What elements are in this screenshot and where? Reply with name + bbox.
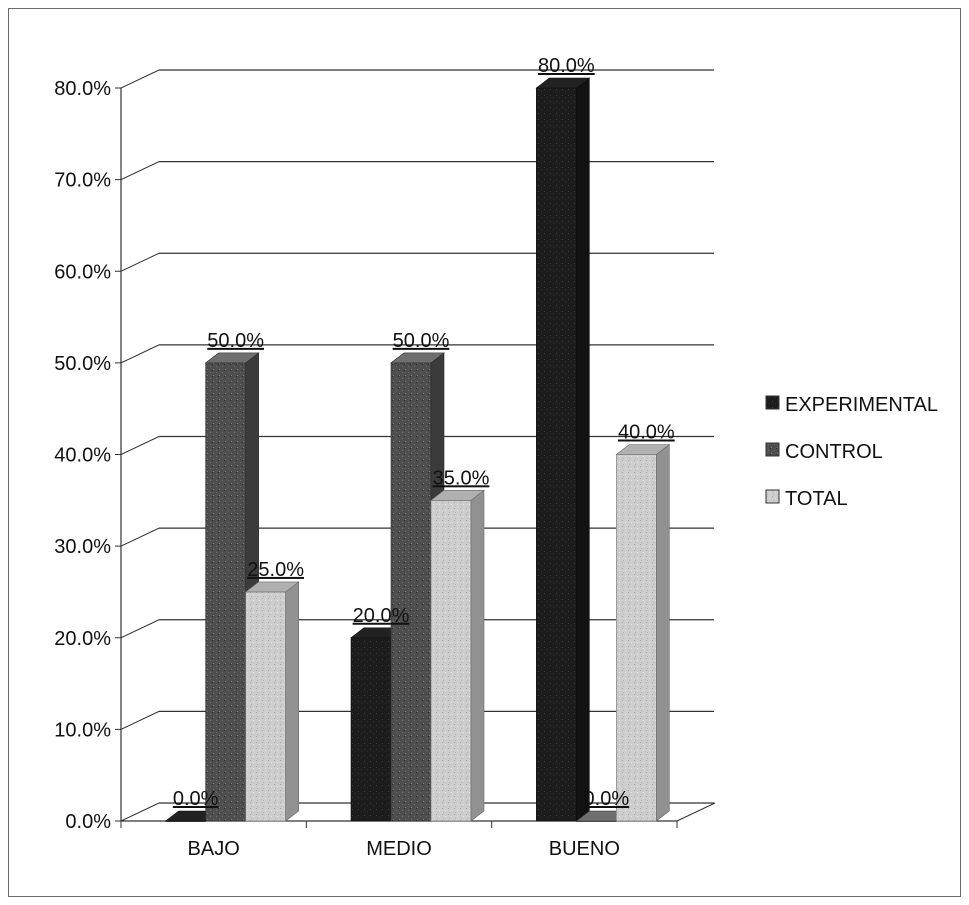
legend-label: EXPERIMENTAL — [785, 394, 938, 416]
legend-label: TOTAL — [785, 488, 848, 510]
bar-top — [535, 77, 591, 89]
gridline-depth — [120, 344, 160, 364]
gridline-depth — [120, 802, 160, 822]
gridline-depth — [120, 436, 160, 455]
bar-side — [470, 489, 485, 822]
data-label: 0.0% — [173, 788, 219, 810]
legend-swatch — [765, 395, 780, 410]
data-labels: 0.0% 50.0% 25.0% 20.0% 50.0% 35.0% 80.0% 0.0% 40… — [173, 55, 675, 810]
bar-front — [536, 87, 577, 822]
gridline-depth — [120, 527, 160, 547]
bar-top — [430, 490, 485, 501]
y-tick-label: 50.0% — [54, 353, 111, 375]
y-tick-label: 30.0% — [54, 536, 111, 558]
bar-side — [576, 77, 590, 822]
data-label: 0.0% — [584, 788, 630, 810]
chart-frame: 0.0% 10.0% 20.0% 30.0% 40.0% 50.0% 60.0% 70.0% 8… — [8, 8, 961, 897]
bar-side — [285, 581, 299, 822]
bars — [164, 77, 671, 822]
data-label: 40.0% — [618, 422, 675, 444]
y-tick-label: 40.0% — [54, 445, 111, 467]
bar-front — [350, 637, 392, 822]
bar-total-bueno — [615, 443, 671, 822]
bar-front — [390, 362, 432, 822]
legend-swatch — [765, 442, 780, 457]
bar-front — [205, 362, 246, 822]
data-label: 50.0% — [207, 330, 264, 352]
bar-control-medio — [390, 352, 445, 822]
gridline-depth — [120, 252, 160, 272]
axes: 0.0% 10.0% 20.0% 30.0% 40.0% 50.0% 60.0% 70.0% 8… — [54, 78, 716, 860]
bar-total-medio — [430, 489, 485, 822]
legend: EXPERIMENTAL CONTROL TOTAL — [765, 394, 938, 510]
bar-top — [244, 581, 300, 593]
bar-experimental-bueno — [535, 77, 591, 822]
x-tick-label: BAJO — [188, 838, 240, 860]
x-tick-label: BUENO — [549, 838, 620, 860]
gridline-depth — [120, 710, 160, 730]
y-tick-label: 60.0% — [54, 261, 111, 283]
y-tick-label: 10.0% — [54, 719, 111, 741]
data-label: 25.0% — [247, 559, 304, 581]
x-tick-label: MEDIO — [366, 838, 432, 860]
bar-total-bajo — [244, 581, 300, 822]
floor-edge — [676, 802, 716, 822]
gridline-depth — [120, 161, 160, 181]
bar-top — [615, 444, 671, 455]
bar-chart: 0.0% 10.0% 20.0% 30.0% 40.0% 50.0% 60.0% 70.0% 8… — [54, 55, 938, 860]
data-label: 80.0% — [538, 55, 595, 77]
bar-front — [245, 591, 286, 822]
bar-side — [656, 443, 670, 822]
y-tick-label: 0.0% — [65, 811, 111, 833]
bar-front — [430, 500, 472, 822]
bar-top — [204, 352, 260, 364]
y-tick-label: 20.0% — [54, 628, 111, 650]
gridline-depth — [120, 69, 160, 89]
data-label: 20.0% — [353, 605, 410, 627]
legend-swatch — [765, 489, 780, 504]
bar-front — [616, 454, 657, 822]
legend-label: CONTROL — [785, 441, 883, 463]
data-label: 50.0% — [393, 330, 450, 352]
bar-top — [390, 352, 445, 364]
data-label: 35.0% — [433, 467, 490, 489]
y-tick-label: 70.0% — [54, 170, 111, 192]
gridline-depth — [120, 619, 160, 639]
y-tick-label: 80.0% — [54, 78, 111, 100]
